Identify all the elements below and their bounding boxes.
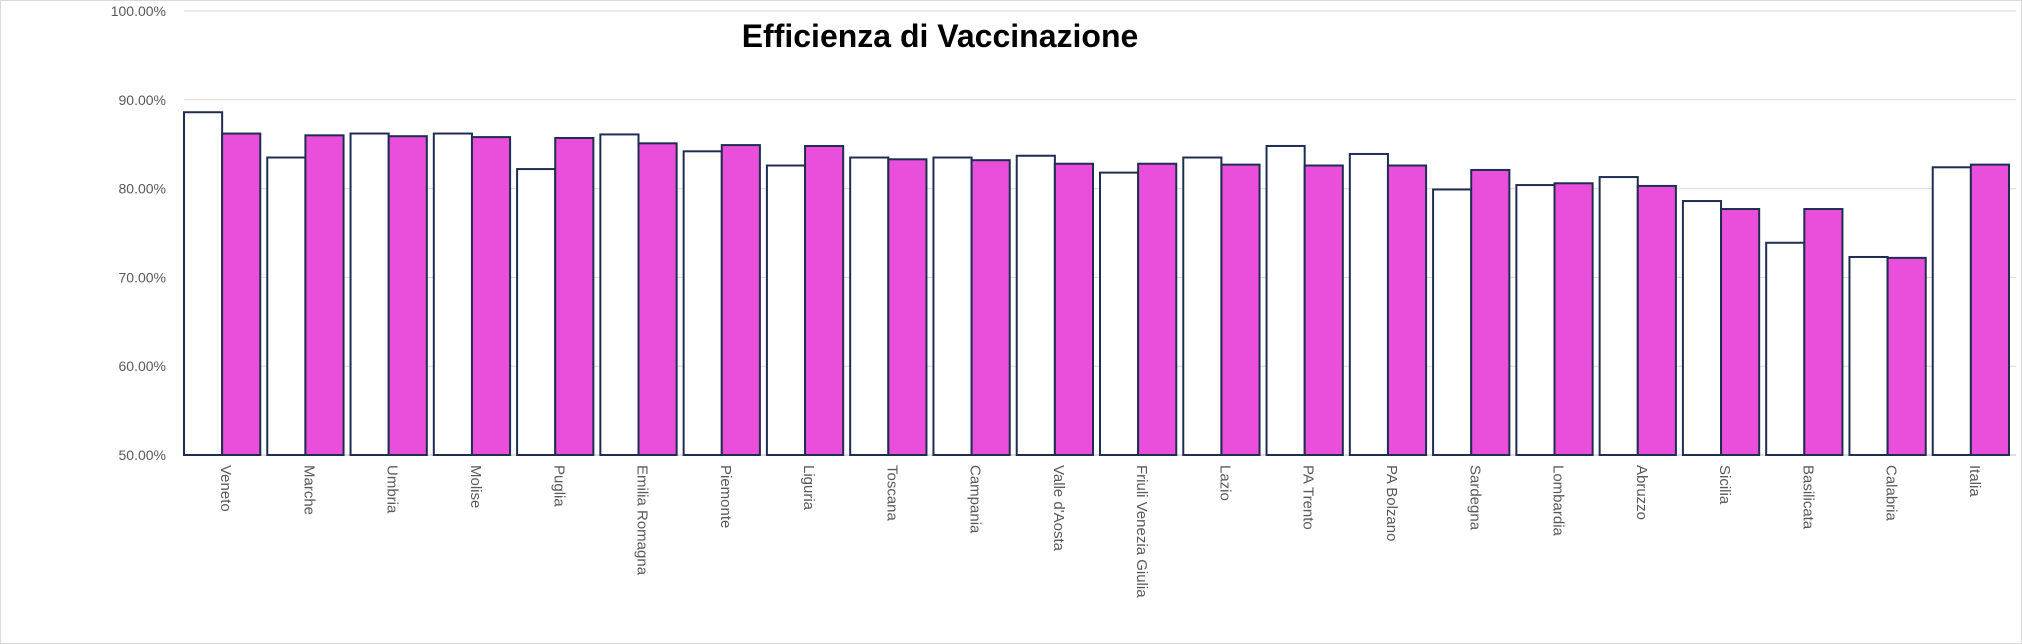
bar-series-1 [1182,156,1223,457]
category-label: Lombardia [1550,465,1567,537]
bar-series-1 [849,156,890,457]
category-label: Emilia Romagna [634,465,651,576]
category-label: Puglia [550,465,567,507]
y-tick-label: 100.00% [111,3,166,19]
bar-series-2 [470,136,512,456]
category-label: Sicilia [1716,465,1733,505]
y-tick-label: 80.00% [119,181,166,197]
category-label: PA Bolzano [1383,465,1400,541]
bar-series-2 [1969,163,2011,456]
bar-series-1 [1681,200,1723,456]
bar-series-1 [516,168,557,456]
bar-series-2 [1470,168,1511,456]
category-label: Valle d'Aosta [1050,465,1067,552]
bar-series-2 [387,135,428,456]
category-label: Calabria [1883,465,1900,522]
category-label: Piemonte [717,465,734,528]
bar-series-1 [1348,152,1389,457]
category-label: Marche [300,465,317,515]
bar-series-2 [221,132,262,456]
bar-series-2 [1053,162,1095,456]
bar-series-1 [682,150,723,457]
bar-series-2 [887,158,928,457]
bar-series-2 [804,144,845,456]
bar-series-2 [637,142,678,456]
y-tick-label: 60.00% [119,358,166,374]
bar-series-1 [765,164,807,456]
y-tick-label: 90.00% [119,92,166,108]
bar-series-2 [1553,182,1594,456]
category-label: PA Trento [1300,465,1317,530]
chart-title: Efficienza di Vaccinazione [741,18,1139,54]
bar-series-2 [970,159,1011,457]
category-label: Umbria [384,465,401,514]
bar-series-1 [1099,171,1140,456]
bar-series-2 [304,134,345,456]
category-label: Basilicata [1799,465,1816,530]
bar-series-1 [1931,166,1972,456]
bar-series-2 [1886,256,1927,457]
y-tick-label: 50.00% [119,447,166,463]
bar-series-1 [1765,241,1806,456]
bar-series-2 [1137,162,1178,456]
category-label: Sardegna [1466,465,1483,531]
bar-series-1 [1015,154,1056,457]
category-label: Campania [967,465,984,534]
category-label: Toscana [883,465,900,522]
bar-series-1 [599,133,640,456]
category-label: Lazio [1216,465,1233,501]
category-label: Molise [467,465,484,508]
category-label: Italia [1966,465,1983,497]
bar-series-1 [1432,188,1473,456]
bar-series-1 [432,132,473,456]
bar-series-2 [1220,163,1261,456]
bar-series-2 [720,144,761,456]
category-label: Liguria [800,465,817,511]
bar-series-2 [1803,208,1844,456]
bar-series-2 [1636,184,1677,456]
bar-series-1 [1515,184,1556,456]
category-label: Veneto [217,465,234,512]
y-tick-label: 70.00% [119,269,166,285]
bar-series-2 [554,136,595,456]
bar-series-2 [1386,164,1428,456]
bar-series-1 [1598,176,1639,456]
bar-series-1 [349,132,390,456]
category-label: Friuli Venezia Giulia [1133,465,1150,598]
bar-series-1 [183,111,224,457]
bar-series-1 [932,156,973,457]
bar-series-1 [266,156,307,457]
category-label: Abruzzo [1633,465,1650,520]
bar-series-2 [1720,208,1761,456]
bar-series-1 [1265,144,1306,456]
bar-series-2 [1303,164,1344,456]
bar-series-1 [1848,255,1889,457]
